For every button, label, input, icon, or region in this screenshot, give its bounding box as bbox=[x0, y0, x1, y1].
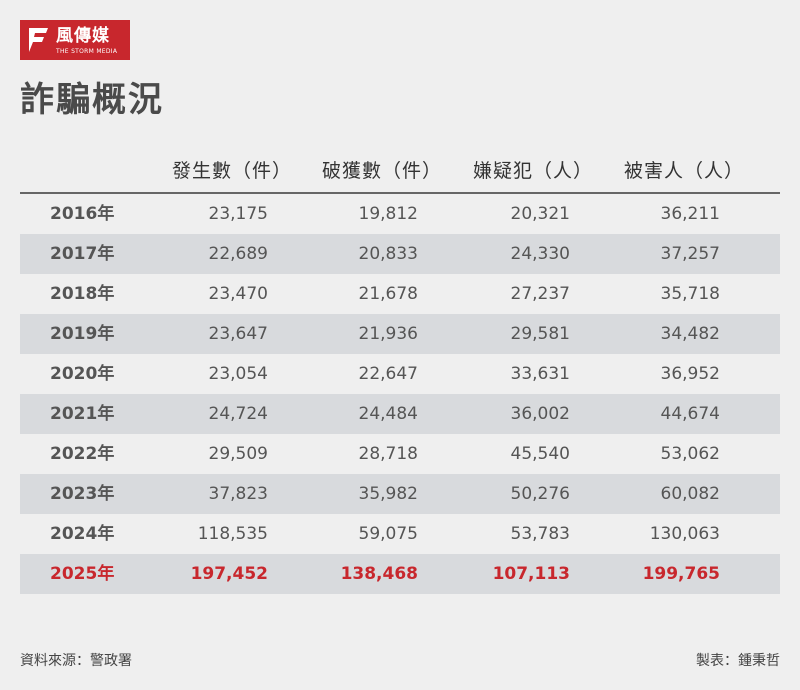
row-value: 23,175 bbox=[208, 204, 268, 224]
brand-name: 風傳媒 bbox=[56, 26, 110, 46]
row-value: 35,982 bbox=[358, 484, 418, 504]
row-value: 197,452 bbox=[190, 564, 268, 584]
col-header-cases: 發生數（件） bbox=[172, 160, 293, 182]
row-value: 37,257 bbox=[660, 244, 720, 264]
row-value: 21,936 bbox=[358, 324, 418, 344]
row-value: 24,724 bbox=[208, 404, 268, 424]
row-value: 44,674 bbox=[660, 404, 720, 424]
row-value: 29,581 bbox=[510, 324, 570, 344]
row-year: 2016年 bbox=[50, 204, 115, 224]
row-value: 35,718 bbox=[660, 284, 720, 304]
row-value: 20,321 bbox=[510, 204, 570, 224]
page-title: 詐騙概況 bbox=[20, 80, 164, 120]
row-year: 2021年 bbox=[50, 404, 115, 424]
row-value: 19,812 bbox=[358, 204, 418, 224]
row-value: 60,082 bbox=[660, 484, 720, 504]
row-year: 2023年 bbox=[50, 484, 115, 504]
row-year: 2018年 bbox=[50, 284, 115, 304]
row-value: 33,631 bbox=[510, 364, 570, 384]
table-header: 發生數（件） 破獲數（件） 嫌疑犯（人） 被害人（人） bbox=[20, 150, 780, 194]
row-value: 23,470 bbox=[208, 284, 268, 304]
table-row: 2025年 197,452 138,468 107,113 199,765 bbox=[20, 554, 780, 594]
col-header-victims: 被害人（人） bbox=[624, 160, 745, 182]
row-year: 2022年 bbox=[50, 444, 115, 464]
table-row: 2023年 37,823 35,982 50,276 60,082 bbox=[20, 474, 780, 514]
brand-logo: 風傳媒 THE STORM MEDIA bbox=[20, 20, 130, 60]
row-value: 107,113 bbox=[492, 564, 570, 584]
brand-name-en: THE STORM MEDIA bbox=[56, 48, 118, 55]
table-body: 2016年 23,175 19,812 20,321 36,211 2017年 22,689… bbox=[20, 194, 780, 594]
row-value: 138,468 bbox=[340, 564, 418, 584]
row-value: 53,062 bbox=[660, 444, 720, 464]
row-value: 45,540 bbox=[510, 444, 570, 464]
row-year: 2017年 bbox=[50, 244, 115, 264]
col-header-suspects: 嫌疑犯（人） bbox=[473, 160, 594, 182]
row-value: 36,002 bbox=[510, 404, 570, 424]
col-header-solved: 破獲數（件） bbox=[322, 160, 443, 182]
row-value: 36,211 bbox=[660, 204, 720, 224]
maker-note: 製表：鍾秉哲 bbox=[696, 653, 780, 669]
row-year: 2019年 bbox=[50, 324, 115, 344]
row-value: 23,054 bbox=[208, 364, 268, 384]
source-note: 資料來源：警政署 bbox=[20, 653, 132, 669]
row-value: 27,237 bbox=[510, 284, 570, 304]
row-value: 20,833 bbox=[358, 244, 418, 264]
row-value: 118,535 bbox=[197, 524, 268, 544]
row-value: 37,823 bbox=[208, 484, 268, 504]
row-value: 36,952 bbox=[660, 364, 720, 384]
row-year: 2025年 bbox=[50, 564, 115, 584]
row-value: 50,276 bbox=[510, 484, 570, 504]
row-value: 24,330 bbox=[510, 244, 570, 264]
table-row: 2021年 24,724 24,484 36,002 44,674 bbox=[20, 394, 780, 434]
row-value: 29,509 bbox=[208, 444, 268, 464]
row-value: 59,075 bbox=[358, 524, 418, 544]
row-value: 34,482 bbox=[660, 324, 720, 344]
table-row: 2022年 29,509 28,718 45,540 53,062 bbox=[20, 434, 780, 474]
row-year: 2024年 bbox=[50, 524, 115, 544]
row-value: 22,647 bbox=[358, 364, 418, 384]
row-value: 53,783 bbox=[510, 524, 570, 544]
storm-logo-icon bbox=[29, 28, 48, 52]
table-row: 2020年 23,054 22,647 33,631 36,952 bbox=[20, 354, 780, 394]
row-value: 199,765 bbox=[642, 564, 720, 584]
table-row: 2018年 23,470 21,678 27,237 35,718 bbox=[20, 274, 780, 314]
row-year: 2020年 bbox=[50, 364, 115, 384]
table-row: 2019年 23,647 21,936 29,581 34,482 bbox=[20, 314, 780, 354]
row-value: 22,689 bbox=[208, 244, 268, 264]
row-value: 23,647 bbox=[208, 324, 268, 344]
table-row: 2017年 22,689 20,833 24,330 37,257 bbox=[20, 234, 780, 274]
row-value: 21,678 bbox=[358, 284, 418, 304]
data-table: 發生數（件） 破獲數（件） 嫌疑犯（人） 被害人（人） 2016年 23,175 1… bbox=[20, 150, 780, 594]
row-value: 28,718 bbox=[358, 444, 418, 464]
table-row: 2016年 23,175 19,812 20,321 36,211 bbox=[20, 194, 780, 234]
table-row: 2024年 118,535 59,075 53,783 130,063 bbox=[20, 514, 780, 554]
row-value: 24,484 bbox=[358, 404, 418, 424]
row-value: 130,063 bbox=[649, 524, 720, 544]
